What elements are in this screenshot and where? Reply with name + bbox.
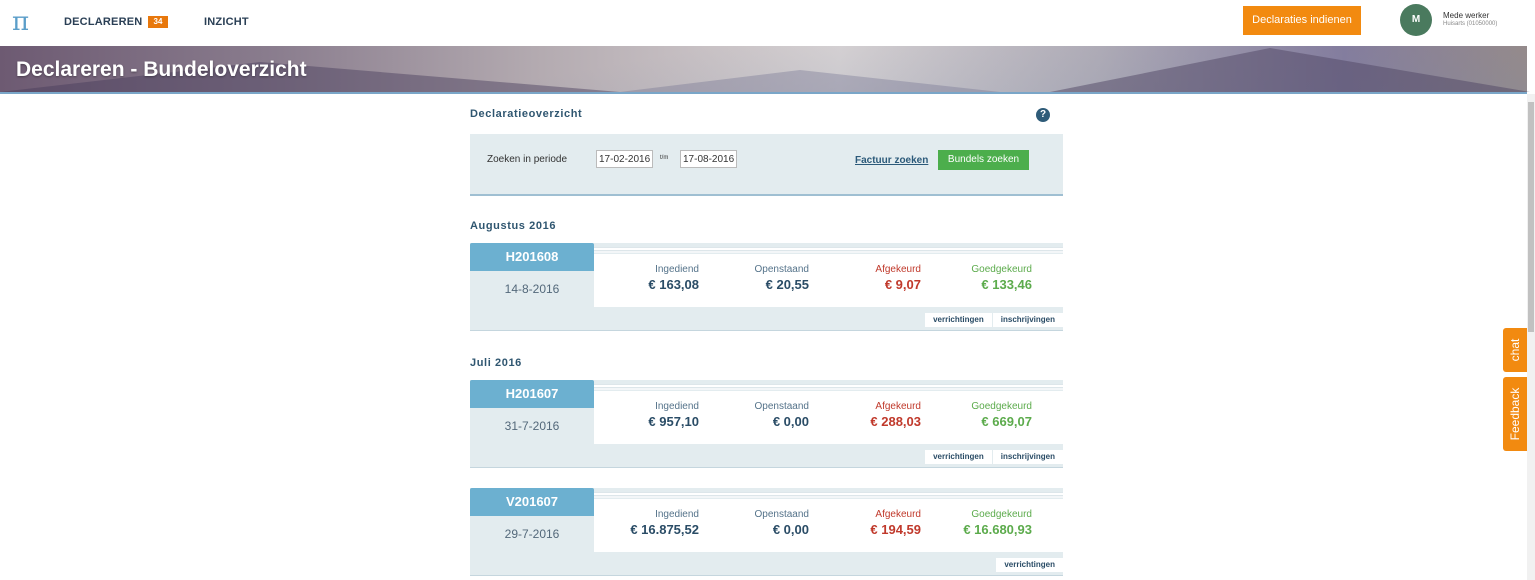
bundle-totals: Ingediend € 16.875,52 Openstaand € 0,00 Af… <box>594 499 1063 552</box>
stat-label: Afgekeurd <box>875 264 921 275</box>
bundle-card[interactable]: H201607 31-7-2016 Ingediend € 957,10 Open… <box>470 380 1063 468</box>
mountain-decoration <box>1050 48 1530 92</box>
period-search-panel: Zoeken in periode t/m Factuur zoeken Bun… <box>470 134 1063 196</box>
verrichtingen-link[interactable]: verrichtingen <box>924 313 992 327</box>
bundle-totals: Ingediend € 163,08 Openstaand € 20,55 Afge… <box>594 254 1063 307</box>
bundle-code[interactable]: H201608 <box>470 243 594 271</box>
stat-ingediend: Ingediend € 957,10 <box>579 401 699 429</box>
stat-label: Openstaand <box>754 509 810 520</box>
stat-goedgekeurd: Goedgekeurd € 669,07 <box>912 401 1032 429</box>
bundle-code[interactable]: V201607 <box>470 488 594 516</box>
bundle-date: 14-8-2016 <box>504 282 560 296</box>
nav-declareren[interactable]: DECLAREREN <box>64 16 143 28</box>
avatar[interactable]: M <box>1400 4 1432 36</box>
stat-afgekeurd: Afgekeurd € 194,59 <box>801 509 921 537</box>
card-stack-decoration <box>594 387 1063 390</box>
inschrijvingen-link[interactable]: inschrijvingen <box>991 450 1063 464</box>
section-title: Declaratieoverzicht <box>470 108 583 120</box>
date-from-input[interactable] <box>596 150 653 168</box>
bundle-links: verrichtingen inschrijvingen <box>924 450 1063 464</box>
month-heading: Juli 2016 <box>470 357 522 369</box>
stat-value: € 163,08 <box>648 277 699 292</box>
stat-value: € 9,07 <box>884 277 921 292</box>
bundle-card[interactable]: H201608 14-8-2016 Ingediend € 163,08 Open… <box>470 243 1063 331</box>
card-stack-decoration <box>594 384 1063 387</box>
stat-value: € 16.875,52 <box>630 522 699 537</box>
card-stack-decoration <box>594 495 1063 498</box>
factuur-zoeken-link[interactable]: Factuur zoeken <box>855 155 929 166</box>
card-stack-decoration <box>594 247 1063 250</box>
search-period-label: Zoeken in periode <box>487 154 568 165</box>
stat-afgekeurd: Afgekeurd € 288,03 <box>801 401 921 429</box>
stat-value: € 0,00 <box>772 414 809 429</box>
stat-ingediend: Ingediend € 16.875,52 <box>579 509 699 537</box>
help-icon[interactable]: ? <box>1036 108 1050 122</box>
verrichtingen-link[interactable]: verrichtingen <box>995 558 1063 572</box>
page-banner: Declareren - Bundeloverzicht <box>0 46 1530 94</box>
declareren-count-badge: 34 <box>148 16 168 28</box>
stat-afgekeurd: Afgekeurd € 9,07 <box>801 264 921 292</box>
stat-openstaand: Openstaand € 20,55 <box>689 264 810 292</box>
page-title: Declareren - Bundeloverzicht <box>16 58 307 81</box>
user-name: Mede werker <box>1443 11 1490 20</box>
stat-value: € 20,55 <box>765 277 809 292</box>
declaraties-indienen-button[interactable]: Declaraties indienen <box>1243 6 1361 35</box>
mountain-decoration <box>0 62 620 92</box>
stat-label: Ingediend <box>655 401 699 412</box>
mountain-decoration <box>620 70 1000 92</box>
scrollbar-thumb[interactable] <box>1528 102 1534 332</box>
stat-label: Afgekeurd <box>875 401 921 412</box>
feedback-tab[interactable]: Feedback <box>1503 377 1527 451</box>
verrichtingen-link[interactable]: verrichtingen <box>924 450 992 464</box>
date-separator: t/m <box>660 155 669 161</box>
nav-inzicht[interactable]: INZICHT <box>204 16 249 28</box>
stat-label: Openstaand <box>754 264 810 275</box>
stat-value: € 957,10 <box>648 414 699 429</box>
bundels-zoeken-button[interactable]: Bundels zoeken <box>938 150 1029 170</box>
bundle-links: verrichtingen inschrijvingen <box>924 313 1063 327</box>
vertical-scrollbar[interactable] <box>1527 94 1535 580</box>
stat-ingediend: Ingediend € 163,08 <box>579 264 699 292</box>
stat-label: Goedgekeurd <box>971 264 1032 275</box>
stat-value: € 16.680,93 <box>963 522 1032 537</box>
stat-label: Ingediend <box>655 509 699 520</box>
stat-value: € 0,00 <box>772 522 809 537</box>
stat-value: € 194,59 <box>870 522 921 537</box>
user-role: Huisarts (01050000) <box>1443 21 1498 27</box>
card-stack-decoration <box>594 250 1063 253</box>
stat-value: € 288,03 <box>870 414 921 429</box>
bundle-date: 31-7-2016 <box>504 419 560 433</box>
feedback-tab-label: Feedback <box>1508 387 1522 441</box>
inschrijvingen-link[interactable]: inschrijvingen <box>991 313 1063 327</box>
stat-label: Goedgekeurd <box>971 509 1032 520</box>
chat-tab[interactable]: chat <box>1503 328 1527 372</box>
stat-goedgekeurd: Goedgekeurd € 16.680,93 <box>912 509 1032 537</box>
stat-label: Ingediend <box>655 264 699 275</box>
stat-value: € 133,46 <box>981 277 1032 292</box>
date-to-input[interactable] <box>680 150 737 168</box>
stat-value: € 669,07 <box>981 414 1032 429</box>
stat-label: Goedgekeurd <box>971 401 1032 412</box>
bundle-code[interactable]: H201607 <box>470 380 594 408</box>
bundle-totals: Ingediend € 957,10 Openstaand € 0,00 Afgek… <box>594 391 1063 444</box>
month-heading: Augustus 2016 <box>470 220 557 232</box>
stat-label: Openstaand <box>754 401 810 412</box>
stat-openstaand: Openstaand € 0,00 <box>689 509 810 537</box>
bundle-card[interactable]: V201607 29-7-2016 Ingediend € 16.875,52 O… <box>470 488 1063 576</box>
bundle-date: 29-7-2016 <box>504 527 560 541</box>
chat-tab-label: chat <box>1508 338 1522 362</box>
stat-goedgekeurd: Goedgekeurd € 133,46 <box>912 264 1032 292</box>
stat-label: Afgekeurd <box>875 509 921 520</box>
bundle-links: verrichtingen <box>995 558 1063 572</box>
stat-openstaand: Openstaand € 0,00 <box>689 401 810 429</box>
logo-icon[interactable]: π <box>12 7 30 37</box>
top-navigation: π DECLAREREN 34 INZICHT Declaraties indi… <box>0 0 1535 46</box>
card-stack-decoration <box>594 492 1063 495</box>
